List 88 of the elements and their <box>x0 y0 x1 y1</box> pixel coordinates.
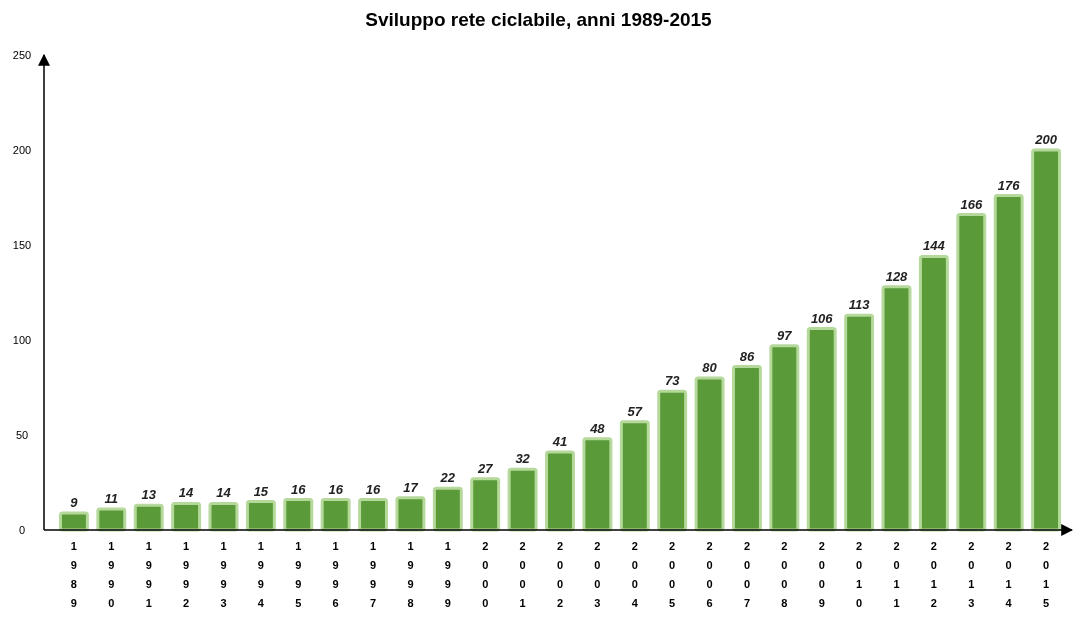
bar <box>133 503 164 532</box>
bar <box>582 437 613 532</box>
x-tick-label: 2002 <box>556 540 564 609</box>
y-tick-label: 150 <box>12 239 32 251</box>
data-label: 14 <box>178 485 195 501</box>
bar <box>1031 148 1062 532</box>
data-label: 86 <box>739 348 755 364</box>
bar <box>806 327 837 532</box>
data-label: 27 <box>476 460 494 476</box>
data-label: 16 <box>328 481 344 497</box>
x-tick-label: 1991 <box>145 540 152 609</box>
data-label: 11 <box>104 491 119 507</box>
x-tick-label: 2000 <box>482 540 489 609</box>
x-tick-label: 1990 <box>108 540 115 609</box>
data-label: 13 <box>141 487 157 503</box>
y-tick-label: 100 <box>12 334 32 346</box>
x-tick-label: 2004 <box>631 540 639 609</box>
data-label: 106 <box>810 310 834 326</box>
bar <box>395 496 426 532</box>
x-tick-label: 2015 <box>1043 540 1050 609</box>
bar <box>58 511 89 532</box>
bar <box>731 365 762 532</box>
bar <box>507 467 538 532</box>
data-label: 166 <box>960 196 983 212</box>
bar <box>844 313 875 532</box>
chart-title: Sviluppo rete ciclabile, anni 1989-2015 <box>365 9 713 30</box>
x-tick-label: 1995 <box>295 540 302 609</box>
x-tick-label: 2008 <box>781 540 788 609</box>
data-label: 80 <box>702 360 718 375</box>
data-label: 16 <box>291 481 307 497</box>
data-label: 48 <box>589 420 606 436</box>
data-label: 16 <box>365 481 382 497</box>
x-tick-label: 1993 <box>220 540 227 609</box>
bar <box>769 344 800 532</box>
bar <box>881 285 912 532</box>
data-label: 200 <box>1034 132 1058 147</box>
x-tick-label: 2012 <box>930 540 937 609</box>
bar <box>283 498 314 532</box>
x-tick-label: 2005 <box>669 540 676 609</box>
bar <box>918 254 949 532</box>
y-tick-label: 200 <box>12 144 32 156</box>
data-label: 17 <box>403 479 419 495</box>
bar <box>171 501 202 532</box>
x-tick-label: 1999 <box>444 540 451 609</box>
x-tick-label: 1992 <box>183 540 190 609</box>
bar <box>657 389 688 532</box>
y-tick-label: 250 <box>12 49 32 61</box>
data-label: 41 <box>551 434 568 450</box>
data-label: 128 <box>885 268 909 284</box>
bar <box>432 486 463 532</box>
x-tick-label: 2011 <box>893 540 900 609</box>
data-label: 57 <box>627 403 643 419</box>
data-label: 15 <box>253 483 269 499</box>
bar <box>245 500 276 532</box>
x-tick-label: 1998 <box>407 540 414 609</box>
y-tick-label: 50 <box>15 429 29 441</box>
x-tick-label: 2007 <box>743 540 751 609</box>
x-tick-label: 2013 <box>968 540 975 609</box>
data-label: 14 <box>216 485 232 501</box>
bar <box>694 376 725 532</box>
x-tick-label: 1994 <box>257 540 265 609</box>
x-tick-label: 2006 <box>706 540 713 609</box>
bar <box>619 420 650 532</box>
bar <box>956 213 987 532</box>
x-tick-label: 2001 <box>519 540 526 609</box>
y-tick-label: 0 <box>18 524 26 536</box>
data-label: 73 <box>664 373 681 389</box>
x-tick-label: 2010 <box>856 540 863 609</box>
x-tick-label: 1996 <box>332 540 339 609</box>
data-label: 144 <box>923 238 946 254</box>
data-label: 9 <box>70 494 79 510</box>
x-tick-label: 2009 <box>818 540 825 609</box>
data-label: 176 <box>997 177 1021 193</box>
x-tick-label: 1997 <box>369 540 377 609</box>
data-label: 97 <box>777 327 793 343</box>
x-tick-label: 2014 <box>1005 540 1013 609</box>
bar <box>96 507 127 532</box>
bar <box>208 501 239 532</box>
x-tick-label: 1989 <box>70 540 77 609</box>
bar <box>358 498 389 532</box>
x-tick-label: 2003 <box>594 540 601 609</box>
data-label: 22 <box>439 470 456 486</box>
bar <box>320 498 351 532</box>
bar <box>470 477 501 532</box>
data-label: 113 <box>848 297 871 313</box>
data-label: 32 <box>515 451 531 467</box>
bar <box>993 194 1024 532</box>
bar <box>545 450 575 532</box>
